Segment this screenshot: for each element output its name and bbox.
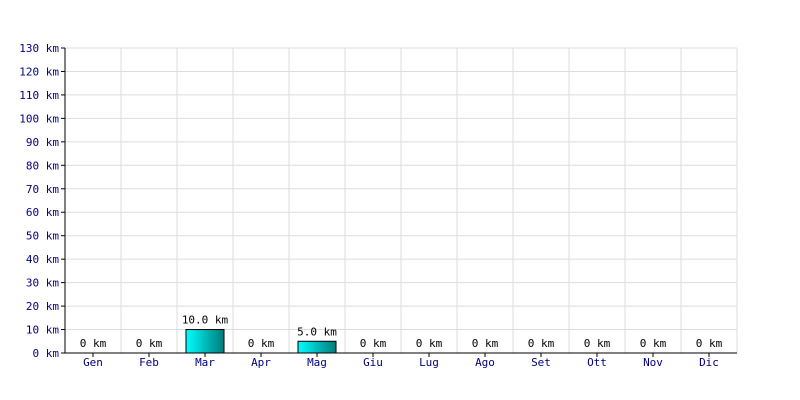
y-tick-label: 110 km: [19, 89, 59, 102]
data-label: 10.0 km: [182, 314, 229, 327]
axes: [61, 47, 737, 357]
data-label: 0 km: [136, 337, 163, 350]
data-label: 0 km: [360, 337, 387, 350]
x-tick-label: Mag: [307, 356, 327, 369]
grid: [64, 47, 738, 354]
data-label: 0 km: [640, 337, 667, 350]
x-tick-label: Gen: [83, 356, 103, 369]
x-tick-label: Ott: [587, 356, 607, 369]
y-tick-label: 40 km: [26, 253, 59, 266]
x-tick-label: Feb: [139, 356, 159, 369]
y-tick-label: 120 km: [19, 65, 59, 78]
y-tick-label: 130 km: [19, 42, 59, 55]
data-label: 0 km: [528, 337, 555, 350]
y-tick-label: 80 km: [26, 159, 59, 172]
x-tick-label: Set: [531, 356, 551, 369]
data-label: 0 km: [416, 337, 443, 350]
y-tick-label: 90 km: [26, 136, 59, 149]
y-tick-label: 10 km: [26, 324, 59, 337]
bar: [185, 329, 225, 354]
x-tick-label: Mar: [195, 356, 215, 369]
data-label: 0 km: [584, 337, 611, 350]
bar: [297, 340, 337, 354]
data-label: 0 km: [696, 337, 723, 350]
y-tick-label: 0 km: [33, 347, 60, 360]
x-tick-label: Apr: [251, 356, 271, 369]
x-tick-label: Dic: [699, 356, 719, 369]
y-tick-label: 60 km: [26, 206, 59, 219]
y-tick-label: 30 km: [26, 277, 59, 290]
labels: 0 km 10 km 20 km 30 km 40 km 50 km 60 km 70 km 8…: [19, 42, 722, 369]
x-tick-label: Giu: [363, 356, 383, 369]
data-label: 0 km: [472, 337, 499, 350]
y-tick-label: 20 km: [26, 300, 59, 313]
y-tick-label: 70 km: [26, 183, 59, 196]
bars: [185, 329, 337, 354]
data-label: 0 km: [248, 337, 275, 350]
x-tick-label: Ago: [475, 356, 495, 369]
x-tick-label: Nov: [643, 356, 663, 369]
data-label: 0 km: [80, 337, 107, 350]
y-tick-label: 100 km: [19, 112, 59, 125]
y-tick-label: 50 km: [26, 230, 59, 243]
data-label: 5.0 km: [297, 325, 337, 338]
x-tick-label: Lug: [419, 356, 439, 369]
